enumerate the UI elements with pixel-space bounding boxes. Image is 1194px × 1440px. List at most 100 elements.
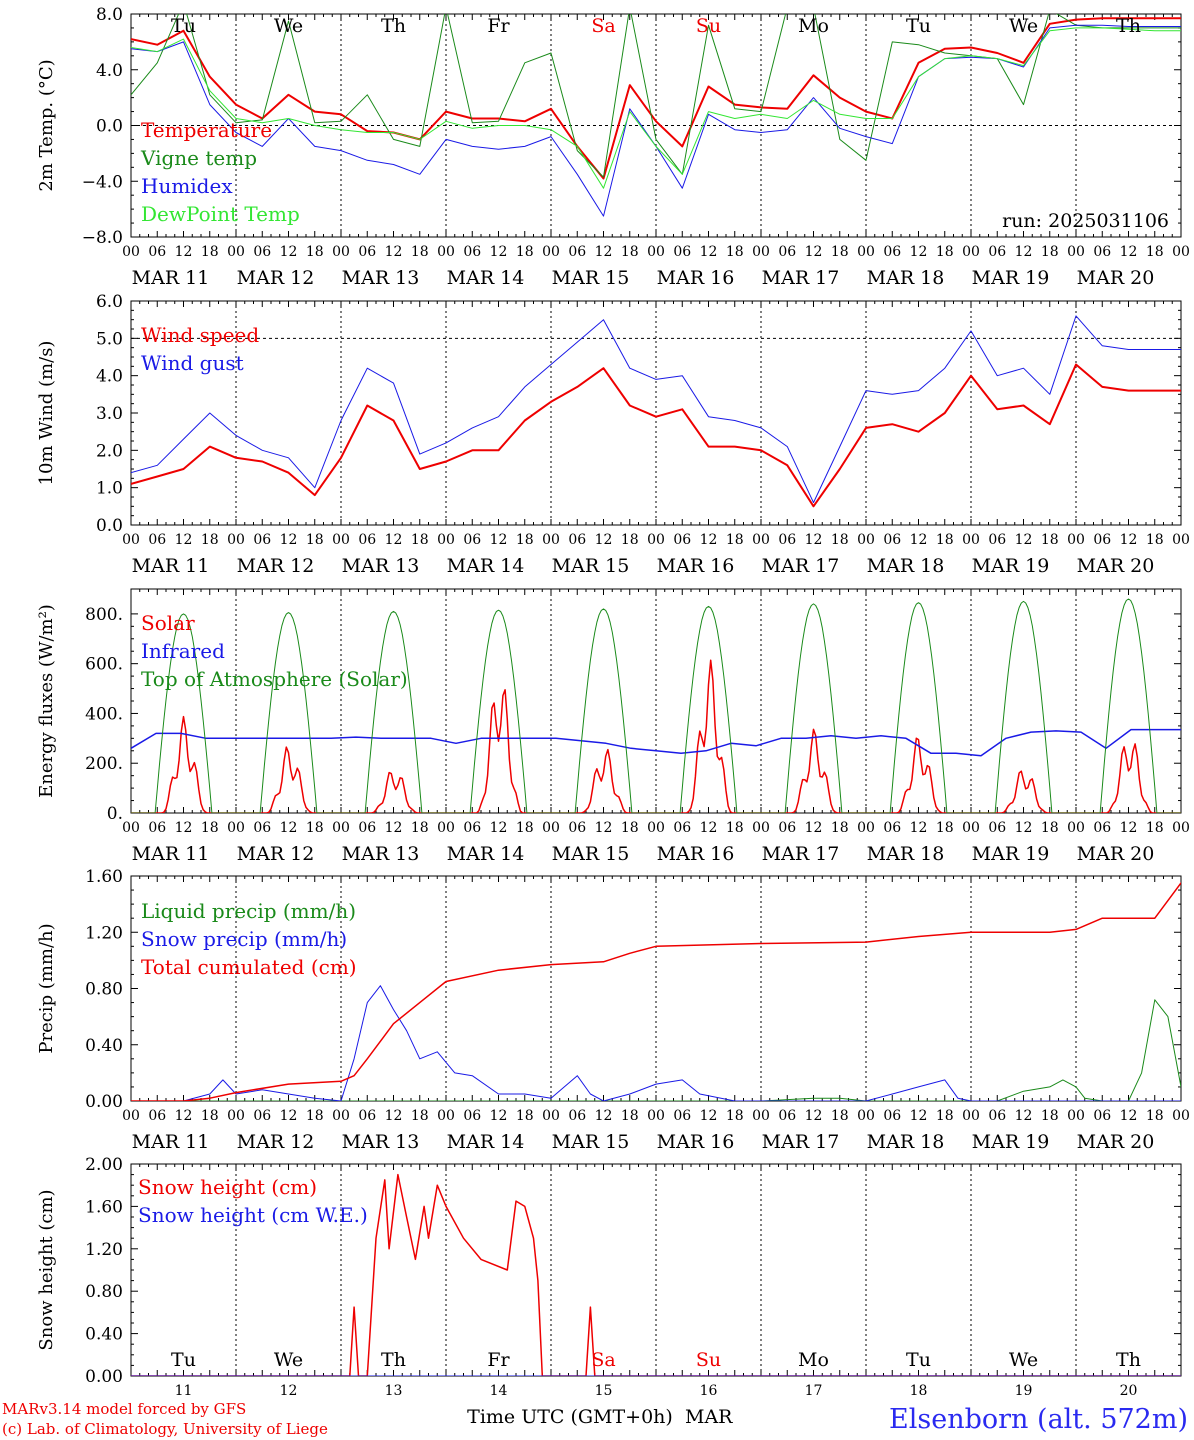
hour-tick-label: 12 bbox=[385, 532, 403, 548]
hour-tick-label: 00 bbox=[752, 1108, 770, 1124]
date-label: MAR 16 bbox=[657, 267, 735, 289]
legend-entry: Solar bbox=[141, 611, 195, 635]
y-tick-label: 0.0 bbox=[96, 516, 123, 536]
y-tick-label: 600. bbox=[85, 655, 123, 675]
panel-4: 0.00 0.40 0.80 1.20 1.60 Precip (mm/h) Liquid … bbox=[36, 867, 1190, 1153]
hour-tick-label: 06 bbox=[253, 532, 271, 548]
hour-tick-label: 06 bbox=[148, 1108, 166, 1124]
day-number-label: 20 bbox=[1120, 1383, 1138, 1399]
date-label: MAR 20 bbox=[1077, 1131, 1155, 1153]
hour-tick-label: 00 bbox=[437, 820, 455, 836]
hour-tick-label: 06 bbox=[463, 244, 481, 260]
series-group bbox=[131, 14, 1181, 217]
panel-5: 0.00 0.40 0.80 1.20 1.60 2.00 Snow height (cm)… bbox=[36, 1155, 1182, 1428]
weekday-label: We bbox=[1009, 1349, 1038, 1371]
date-label: MAR 13 bbox=[342, 1131, 420, 1153]
hour-tick-label: 00 bbox=[227, 244, 245, 260]
hour-tick-label: 00 bbox=[1172, 244, 1190, 260]
hour-tick-label: 00 bbox=[437, 532, 455, 548]
date-label: MAR 11 bbox=[132, 267, 210, 289]
hour-tick-label: 12 bbox=[175, 244, 193, 260]
y-tick-label: 0.80 bbox=[85, 980, 123, 1000]
hour-tick-label: 00 bbox=[962, 244, 980, 260]
hour-tick-label: 06 bbox=[883, 532, 901, 548]
series-line-wind-speed bbox=[131, 363, 1181, 508]
hour-tick-label: 12 bbox=[1015, 244, 1033, 260]
hour-tick-label: 00 bbox=[1172, 820, 1190, 836]
hour-tick-label: 00 bbox=[752, 244, 770, 260]
hour-tick-label: 00 bbox=[1067, 532, 1085, 548]
month-label: MAR bbox=[685, 1406, 733, 1428]
hour-tick-label: 12 bbox=[280, 820, 298, 836]
hour-tick-label: 12 bbox=[595, 1108, 613, 1124]
day-number-label: 18 bbox=[910, 1383, 928, 1399]
hour-tick-label: 00 bbox=[647, 532, 665, 548]
hour-tick-label: 18 bbox=[411, 244, 429, 260]
date-label: MAR 11 bbox=[132, 555, 210, 577]
day-number-label: 11 bbox=[175, 1383, 193, 1399]
legend-entry: Vigne temp bbox=[140, 146, 257, 170]
series-line-wind-gust bbox=[131, 315, 1181, 504]
weekday-label: Th bbox=[1116, 1349, 1141, 1371]
hour-tick-label: 06 bbox=[253, 1108, 271, 1124]
date-label: MAR 16 bbox=[657, 555, 735, 577]
panel-2: 0.0 1.0 2.0 3.0 4.0 5.0 6.0 10m Wind (m/s) Wind … bbox=[36, 292, 1190, 577]
hour-tick-label: 06 bbox=[988, 244, 1006, 260]
hour-tick-label: 12 bbox=[700, 820, 718, 836]
y-axis-title: Precip (mm/h) bbox=[36, 923, 57, 1053]
hour-tick-label: 00 bbox=[857, 532, 875, 548]
hour-tick-label: 18 bbox=[831, 532, 849, 548]
date-label: MAR 13 bbox=[342, 267, 420, 289]
y-tick-label: 1.0 bbox=[96, 479, 123, 499]
hour-tick-label: 12 bbox=[1120, 244, 1138, 260]
hour-tick-label: 18 bbox=[726, 532, 744, 548]
series-line-top-of-atmosphere-solar- bbox=[131, 598, 1181, 813]
hour-tick-label: 00 bbox=[437, 244, 455, 260]
lab-credit: (c) Lab. of Climatology, University of L… bbox=[2, 1420, 328, 1438]
weekday-label: Th bbox=[1116, 15, 1141, 37]
date-label: MAR 20 bbox=[1077, 267, 1155, 289]
hour-tick-label: 12 bbox=[385, 820, 403, 836]
weekday-label: We bbox=[274, 1349, 303, 1371]
hour-tick-label: 18 bbox=[516, 820, 534, 836]
hour-tick-label: 18 bbox=[1041, 820, 1059, 836]
y-tick-label: 0.80 bbox=[85, 1282, 123, 1302]
hour-tick-label: 12 bbox=[1015, 532, 1033, 548]
date-label: MAR 17 bbox=[762, 1131, 840, 1153]
y-tick-label: 400. bbox=[85, 704, 123, 724]
hour-tick-label: 00 bbox=[962, 532, 980, 548]
hour-tick-label: 06 bbox=[988, 532, 1006, 548]
hour-tick-label: 00 bbox=[752, 532, 770, 548]
legend-entry: Top of Atmosphere (Solar) bbox=[141, 667, 408, 691]
y-tick-label: 5.0 bbox=[96, 329, 123, 349]
y-tick-label: 0.00 bbox=[85, 1092, 123, 1112]
series-group bbox=[131, 1173, 1181, 1376]
hour-tick-label: 18 bbox=[1041, 1108, 1059, 1124]
hour-tick-label: 18 bbox=[621, 820, 639, 836]
date-label: MAR 15 bbox=[552, 555, 630, 577]
hour-tick-label: 12 bbox=[910, 1108, 928, 1124]
y-tick-label: 1.60 bbox=[85, 1197, 123, 1217]
hour-tick-label: 12 bbox=[280, 1108, 298, 1124]
legend-entry: Liquid precip (mm/h) bbox=[141, 899, 356, 923]
hour-tick-label: 00 bbox=[227, 532, 245, 548]
date-label: MAR 18 bbox=[867, 267, 945, 289]
day-number-label: 15 bbox=[595, 1383, 613, 1399]
hour-tick-label: 18 bbox=[306, 1108, 324, 1124]
hour-tick-label: 06 bbox=[148, 244, 166, 260]
hour-tick-label: 18 bbox=[726, 820, 744, 836]
hour-tick-label: 00 bbox=[1067, 244, 1085, 260]
date-label: MAR 18 bbox=[867, 555, 945, 577]
hour-tick-label: 18 bbox=[1146, 532, 1164, 548]
hour-tick-label: 18 bbox=[411, 1108, 429, 1124]
weekday-label: Th bbox=[381, 1349, 406, 1371]
y-tick-label: 200. bbox=[85, 754, 123, 774]
hour-tick-label: 06 bbox=[1093, 1108, 1111, 1124]
weekday-label: Sa bbox=[591, 1349, 615, 1371]
hour-tick-label: 12 bbox=[175, 820, 193, 836]
hour-tick-label: 18 bbox=[831, 1108, 849, 1124]
hour-tick-label: 06 bbox=[778, 820, 796, 836]
hour-tick-label: 06 bbox=[568, 1108, 586, 1124]
y-tick-label: 0.40 bbox=[85, 1036, 123, 1056]
legend-entry: Snow precip (mm/h) bbox=[141, 927, 347, 951]
